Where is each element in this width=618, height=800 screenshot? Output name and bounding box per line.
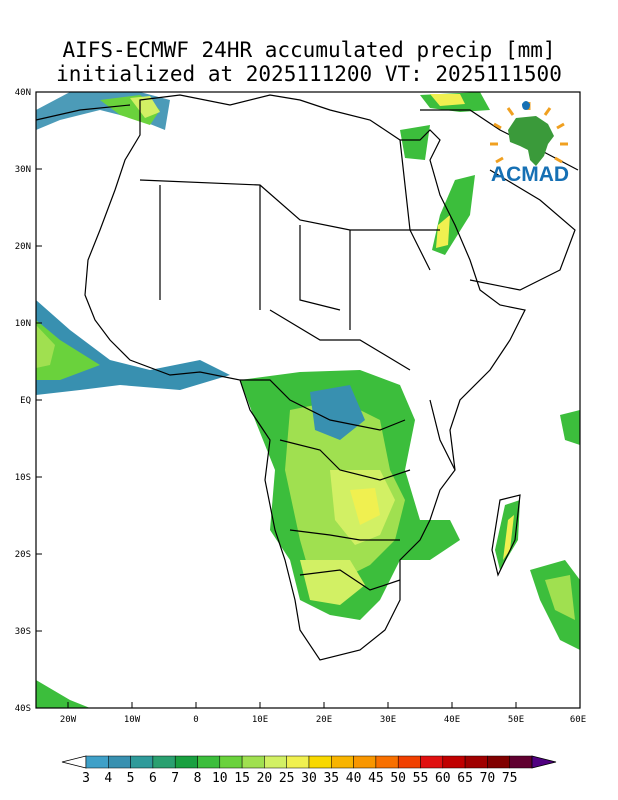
colorbar-swatch (331, 755, 354, 769)
colorbar-tick-label: 25 (279, 771, 295, 786)
colorbar-tick-label: 8 (194, 771, 202, 786)
colorbar-tick-label: 35 (323, 771, 339, 786)
colorbar-tick-label: 15 (234, 771, 250, 786)
colorbar-swatch (397, 755, 421, 769)
colorbar-tick-label: 3 (82, 771, 90, 786)
colorbar-swatch (308, 755, 332, 769)
lon-label-0: 0 (193, 715, 198, 725)
colorbar-tick-label: 5 (127, 771, 135, 786)
lon-label-10w: 10W (124, 715, 141, 725)
colorbar-swatch (241, 755, 265, 769)
colorbar-swatch (264, 755, 287, 769)
colorbar-swatch (353, 755, 377, 769)
colorbar-swatch (375, 755, 399, 769)
lat-label-20s: 20S (15, 550, 31, 560)
lon-label-20e: 20E (316, 715, 332, 725)
colorbar-swatch (174, 755, 198, 769)
precipitation-map: 40N 30N 20N 10N EQ 10S 20S 30S 40S 20W 1… (15, 88, 586, 725)
chart-title-line-2: initialized at 2025111200 VT: 2025111500 (56, 62, 562, 86)
colorbar-tick-label: 6 (149, 771, 157, 786)
colorbar-swatch (108, 755, 131, 769)
colorbar-swatch (152, 755, 176, 769)
colorbar-tick-label: 40 (346, 771, 362, 786)
lon-label-10e: 10E (252, 715, 268, 725)
colorbar-tick-label: 20 (257, 771, 273, 786)
colorbar-swatch (442, 755, 466, 769)
colorbar-tick-label: 60 (435, 771, 451, 786)
colorbar-over-triangle (531, 755, 557, 769)
colorbar-tick-label: 70 (480, 771, 496, 786)
colorbar-swatch (286, 755, 310, 769)
colorbar-swatch (420, 755, 444, 769)
lon-label-60e: 60E (570, 715, 586, 725)
colorbar-tick-label: 7 (171, 771, 179, 786)
colorbar-under-triangle (61, 755, 87, 769)
colorbar-tick-label: 50 (390, 771, 406, 786)
lat-label-eq: EQ (20, 396, 31, 406)
colorbar-tick-label: 4 (104, 771, 112, 786)
colorbar-swatch (197, 755, 221, 769)
lat-label-40n: 40N (15, 88, 31, 98)
colorbar-tick-label: 30 (301, 771, 317, 786)
acmad-logo-text: ACMAD (490, 163, 570, 186)
lon-label-50e: 50E (508, 715, 524, 725)
lat-label-40s: 40S (15, 704, 31, 714)
lon-label-30e: 30E (380, 715, 396, 725)
colorbar-tick-label: 55 (413, 771, 429, 786)
precip-colorbar: 3 4 5 6 7 8 10 15 20 25 30 35 40 45 50 55 60 65 70 75 (61, 755, 557, 786)
colorbar-swatch (487, 755, 510, 769)
precip-fills (36, 92, 580, 708)
lon-label-40e: 40E (444, 715, 460, 725)
lat-label-30n: 30N (15, 165, 31, 175)
acmad-logo-icon (490, 101, 568, 166)
longitude-axis: 20W 10W 0 10E 20E 30E 40E 50E 60E (60, 702, 586, 725)
country-boundaries (35, 94, 579, 661)
colorbar-swatch (219, 755, 243, 769)
colorbar-tick-label: 75 (502, 771, 518, 786)
colorbar-swatch (130, 755, 154, 769)
lat-label-10n: 10N (15, 319, 31, 329)
lon-label-20w: 20W (60, 715, 77, 725)
lat-label-10s: 10S (15, 473, 31, 483)
latitude-axis: 40N 30N 20N 10N EQ 10S 20S 30S 40S (15, 88, 42, 714)
colorbar-tick-label: 10 (212, 771, 228, 786)
colorbar-swatch (85, 755, 109, 769)
colorbar-tick-label: 45 (368, 771, 384, 786)
chart-title-line-1: AIFS-ECMWF 24HR accumulated precip [mm] (62, 38, 556, 62)
colorbar-swatch (509, 755, 533, 769)
colorbar-swatch (464, 755, 488, 769)
colorbar-tick-label: 65 (457, 771, 473, 786)
lat-label-20n: 20N (15, 242, 31, 252)
lat-label-30s: 30S (15, 627, 31, 637)
